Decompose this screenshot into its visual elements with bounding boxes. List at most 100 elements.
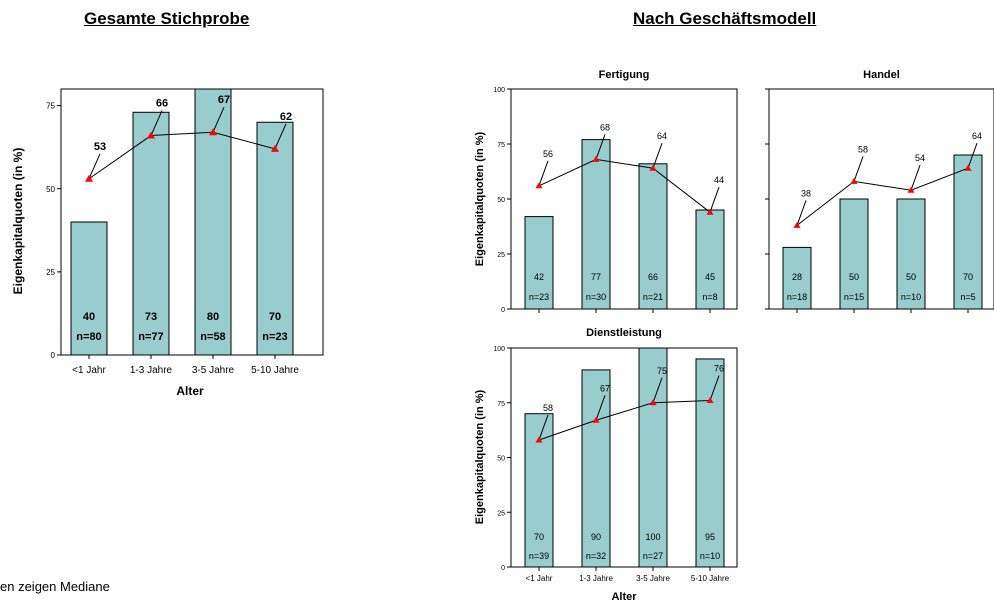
panel1-median-leader-line [274,123,287,150]
panel1-category-label: 1-3 Jahre [130,365,173,376]
panel4-median-label: 67 [600,383,610,393]
panel1-median-marker [85,174,93,182]
panel4-y-tick-label: 100 [493,346,505,353]
panel2-y-tick-label: 25 [497,252,505,259]
panel4-median-marker [535,436,543,443]
panel1-bar-value-label: 70 [269,311,281,323]
panel3-median-line [796,167,969,226]
panel2-median-marker [649,164,657,171]
panel1-bar-value-label: 73 [145,311,157,323]
panel1-y-tick-label: 0 [51,351,56,360]
panel4-median-label: 76 [714,364,724,374]
panel4-bar-value-label: 90 [591,532,601,542]
panel2-median-label: 44 [714,175,724,185]
panel2-median-leader-line [652,143,663,169]
panel3-bar-value-label: 50 [906,272,916,282]
panel2-y-axis-label: Eigenkapitalquoten (in %) [474,131,486,266]
panel3-median-leader-line [967,143,978,169]
panel2-median-label: 64 [657,131,667,141]
panel4-median-leader-line [595,395,606,421]
panel2-bar [638,163,668,310]
panel3-median-label: 38 [801,188,811,198]
panel2-sample-size-label: n=23 [529,292,549,302]
panel4-category-label: <1 Jahr [526,574,553,583]
panel4-title: Dienstleistung [586,327,662,339]
panel4-median-leader-line [709,375,720,401]
panel1-sample-size-label: n=77 [138,331,163,343]
panel3-median-leader-line [796,200,807,226]
heading-overall-sample: Gesamte Stichprobe [84,9,250,28]
panel1-median-marker [209,128,217,136]
panel4-median-label: 75 [657,366,667,376]
panel3-median-marker [907,186,915,193]
panel2-median-line [538,158,711,213]
panel3-median-marker [850,177,858,184]
panel1-sample-size-label: n=23 [262,331,287,343]
panel2-sample-size-label: n=21 [643,292,663,302]
panel3-sample-size-label: n=18 [787,292,807,302]
panel4-sample-size-label: n=39 [529,551,549,561]
panel2-median-label: 68 [600,122,610,132]
panel1-median-label: 66 [156,98,168,110]
panel1-sample-size-label: n=80 [76,331,101,343]
panel1-median-label: 53 [94,141,106,153]
panel2-median-marker [592,155,600,162]
footnote: en zeigen Mediane [0,579,110,594]
panel2-bar-value-label: 77 [591,272,601,282]
panel4-category-label: 3-5 Jahre [636,574,670,583]
panel1-category-label: 5-10 Jahre [251,365,299,376]
panel4-category-label: 1-3 Jahre [579,574,613,583]
panel1-y-tick-label: 75 [46,102,55,111]
panel2-bar [695,209,725,310]
panel3-bar-value-label: 70 [963,272,973,282]
panel4-sample-size-label: n=10 [700,551,720,561]
panel3-median-label: 54 [915,153,925,163]
panel4-y-tick-label: 0 [501,565,505,572]
panel2-y-tick-label: 0 [501,307,505,314]
panel1-plot-frame [60,88,324,356]
panel4-x-axis-label: Alter [611,591,637,603]
panel4-median-marker [649,399,657,406]
panel1-median-leader-line [150,110,163,136]
panel4-median-label: 58 [543,403,553,413]
panel4-median-leader-line [652,377,663,403]
panel3-title: Handel [863,69,900,81]
panel3-median-marker [964,164,972,171]
panel4-median-leader-line [538,414,549,441]
panel1-median-leader-line [212,107,225,133]
panel4-bar-value-label: 70 [534,532,544,542]
panel4-median-marker [706,397,714,404]
panel1-median-leader-line [88,153,101,179]
panel3-sample-size-label: n=10 [901,292,921,302]
panel3-median-label: 58 [858,144,868,154]
panel2-y-tick-label: 50 [497,197,505,204]
panel2-bar-value-label: 66 [648,272,658,282]
panel4-y-tick-label: 50 [497,456,505,463]
panel2-bar-value-label: 42 [534,272,544,282]
panel3-bar [839,198,869,310]
panel2-y-tick-label: 75 [497,142,505,149]
panel4-bar-value-label: 100 [645,532,660,542]
panel2-median-label: 56 [543,149,553,159]
panel1-median-marker [271,144,279,152]
panel4-category-label: 5-10 Jahre [691,574,730,583]
panel3-bar [953,154,983,310]
panel1-bar-value-label: 80 [207,311,219,323]
panel3-bar [782,246,812,310]
panel4-bar [638,347,668,568]
panel2-title: Fertigung [599,69,650,81]
panel1-bar [70,221,108,356]
panel1-median-label: 62 [280,111,292,123]
panel3-sample-size-label: n=5 [960,292,975,302]
panel2-sample-size-label: n=8 [702,292,717,302]
panel1-y-tick-label: 50 [46,185,55,194]
panel2-median-marker [706,208,714,215]
panel4-median-marker [592,416,600,423]
heading-by-business-model: Nach Geschäftsmodell [633,9,817,28]
panel3-median-marker [793,221,801,228]
panel2-sample-size-label: n=30 [586,292,606,302]
panel1-median-line [88,131,276,180]
panel1-category-label: <1 Jahr [72,365,106,376]
panel2-median-leader-line [709,187,720,213]
